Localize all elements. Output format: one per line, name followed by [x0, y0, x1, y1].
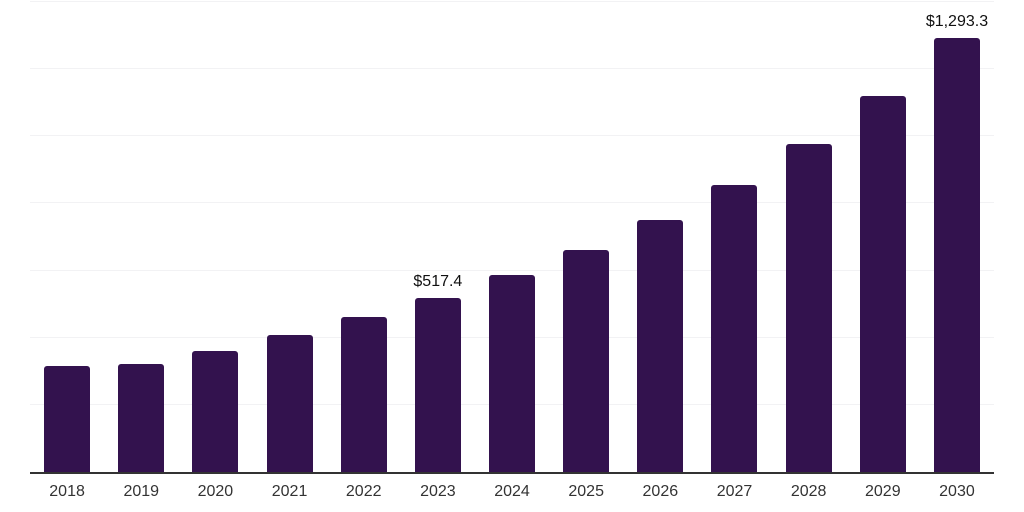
- x-tick-label-2030: 2030: [939, 483, 975, 500]
- x-axis-line: [30, 472, 994, 474]
- x-tick-label-2018: 2018: [49, 483, 85, 500]
- bar-slot-2018: [30, 0, 104, 474]
- bar-2022: [340, 316, 387, 472]
- bar-2018: [44, 365, 91, 472]
- x-tick-label-2021: 2021: [271, 483, 308, 500]
- gridline-1200: [30, 68, 994, 70]
- gridline-600: [30, 269, 994, 271]
- x-tick-label-2026: 2026: [642, 483, 679, 500]
- bar-2026: [637, 219, 684, 472]
- bar-slot-2024: [475, 0, 549, 474]
- bar-2029: [859, 96, 906, 472]
- bar-2020: [192, 350, 239, 472]
- x-tick-label-2027: 2027: [716, 483, 753, 500]
- bar-slot-2019: [104, 0, 178, 474]
- x-tick-label-2022: 2022: [345, 483, 382, 500]
- bar-slot-2028: [772, 0, 846, 474]
- bar-2028: [785, 144, 832, 472]
- bar-2027: [711, 184, 758, 472]
- bar-slot-2021: [252, 0, 326, 474]
- x-tick-label-2025: 2025: [568, 483, 604, 500]
- x-tick-label-2019: 2019: [123, 483, 160, 500]
- bar-slot-2025: [549, 0, 623, 474]
- bar-slot-2022: [327, 0, 401, 474]
- x-axis-tick-labels: 2018 2019 2020 2021 2022 2023 2024 2025 2026 2027…: [30, 474, 994, 501]
- bar-value-label-2023: $517.4: [413, 273, 463, 291]
- bar-slot-2026: [623, 0, 697, 474]
- gridline-1400: [30, 1, 994, 2]
- bar-2019: [118, 363, 165, 472]
- bar-2024: [489, 274, 536, 472]
- bar-2021: [266, 335, 313, 472]
- gridline-800: [30, 202, 994, 204]
- bars-layer: $517.4 $1,293.3: [30, 0, 994, 474]
- gridline-1000: [30, 135, 994, 137]
- x-tick-label-2029: 2029: [865, 483, 901, 500]
- bar-slot-2027: [697, 0, 771, 474]
- bar-2023: [414, 298, 461, 472]
- bar-2025: [563, 250, 610, 472]
- x-tick-label-2028: 2028: [790, 483, 827, 500]
- bar-slot-2029: [846, 0, 920, 474]
- plot-area: $517.4 $1,293.3: [30, 0, 994, 474]
- bar-slot-2023: $517.4: [401, 0, 475, 474]
- bar-2030: [933, 37, 980, 472]
- bar-value-label-2030: $1,293.3: [925, 12, 989, 30]
- bar-slot-2020: [178, 0, 252, 474]
- x-tick-label-2023: 2023: [420, 483, 456, 500]
- bar-slot-2030: $1,293.3: [920, 0, 994, 474]
- x-tick-label-2020: 2020: [197, 483, 234, 500]
- x-tick-label-2024: 2024: [494, 483, 530, 500]
